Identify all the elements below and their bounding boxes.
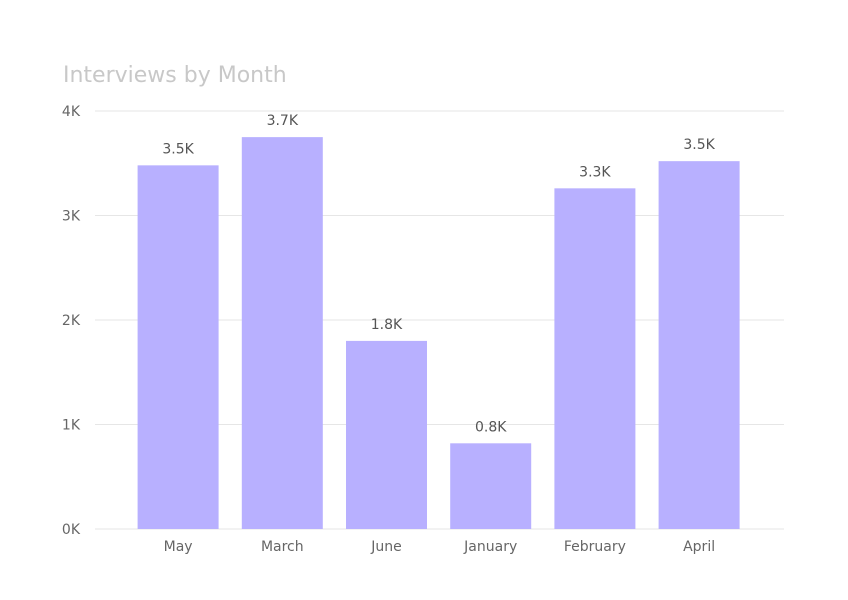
x-tick-label: June [370, 539, 402, 555]
bar [554, 188, 636, 529]
data-label: 3.3K [579, 164, 611, 180]
data-label: 3.5K [683, 137, 715, 153]
bar [658, 161, 740, 529]
x-tick-label: March [261, 539, 304, 555]
data-label: 0.8K [475, 419, 507, 435]
y-tick-label: 3K [62, 209, 81, 225]
x-tick-label: April [683, 539, 715, 555]
data-label: 1.8K [371, 317, 403, 333]
bar [450, 443, 532, 529]
data-label: 3.5K [162, 141, 194, 157]
bar [346, 340, 427, 529]
x-tick-label: May [164, 539, 193, 555]
y-axis-ticks: 0K 1K 2K 3K 4K [62, 104, 81, 538]
y-tick-label: 0K [62, 522, 81, 538]
x-axis-ticks: May March June January February April [164, 539, 715, 555]
data-labels: 3.5K 3.7K 1.8K 0.8K 3.3K 3.5K [162, 113, 715, 435]
y-tick-label: 2K [62, 313, 81, 329]
x-tick-label: February [564, 539, 626, 555]
data-label: 3.7K [267, 113, 299, 129]
x-tick-label: January [463, 539, 517, 555]
chart-title: Interviews by Month [63, 63, 287, 88]
y-tick-label: 1K [62, 418, 81, 434]
y-tick-label: 4K [62, 104, 81, 120]
bar [137, 165, 219, 529]
bars [137, 137, 740, 529]
bar [241, 137, 323, 529]
